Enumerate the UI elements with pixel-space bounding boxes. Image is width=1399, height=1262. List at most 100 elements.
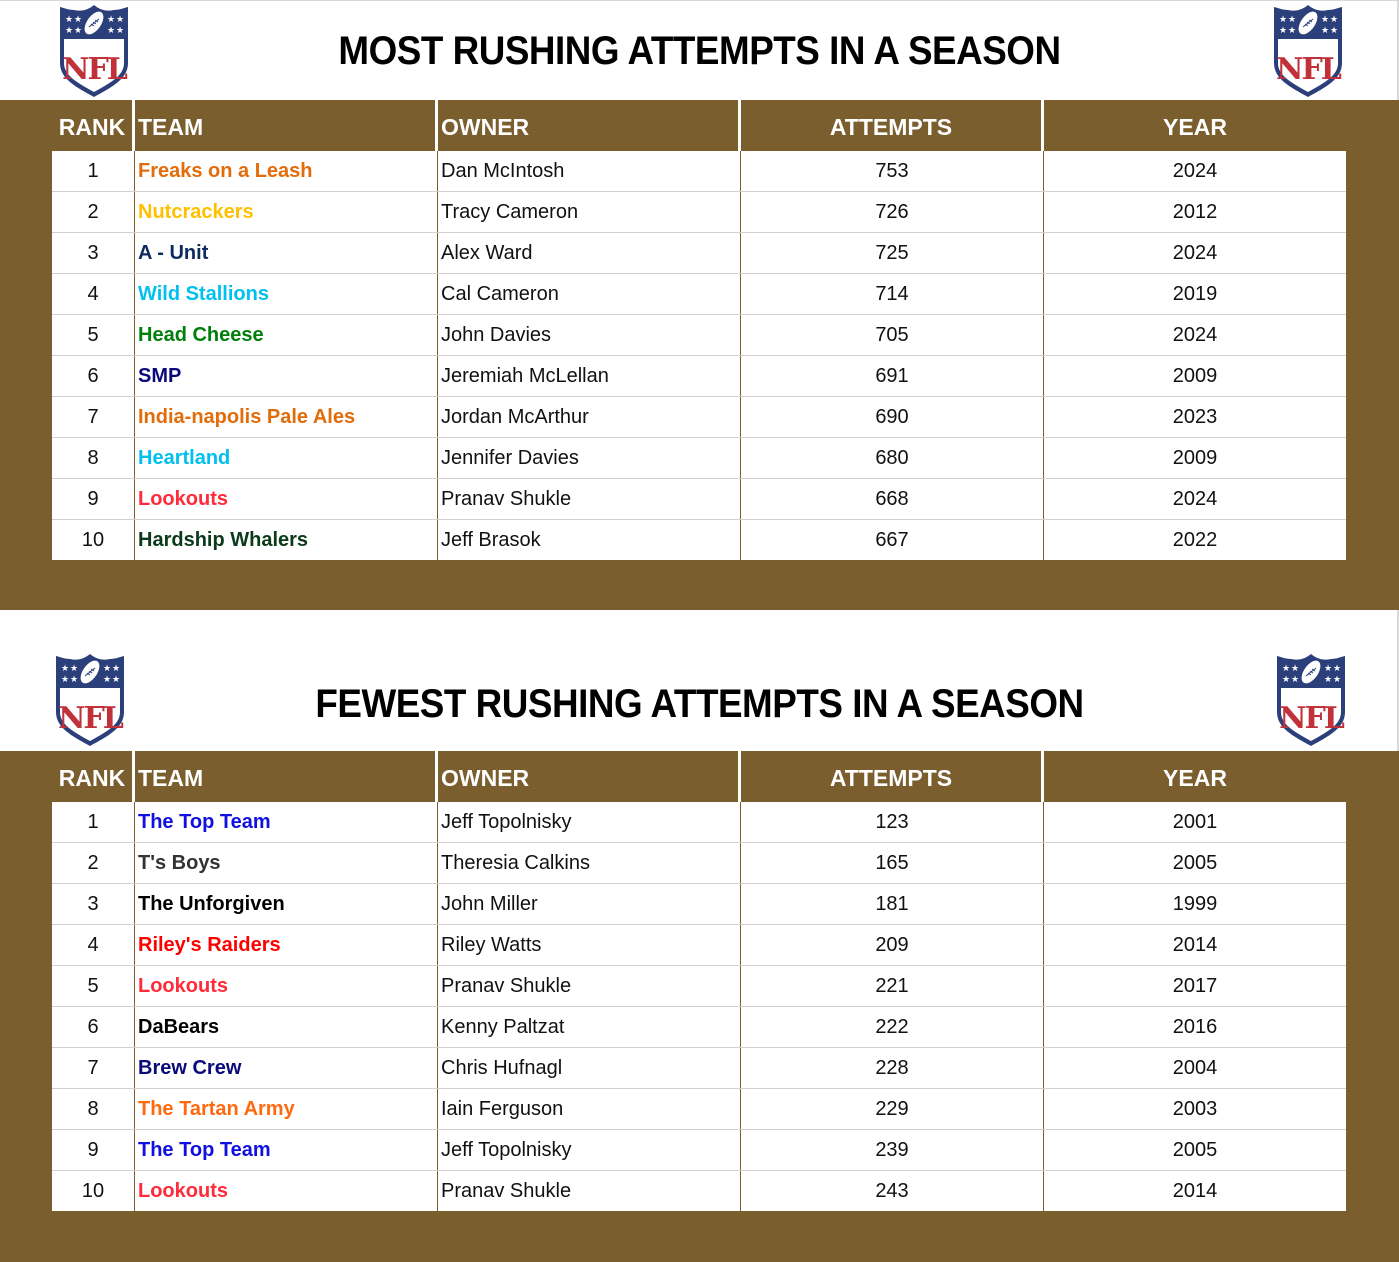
table-body: 1 The Top Team Jeff Topolnisky 123 2001 2 T's … [52,802,1346,1211]
owner-cell: Cal Cameron [438,274,741,314]
attempts-cell: 725 [741,233,1044,273]
page-title: FEWEST RUSHING ATTEMPTS IN A SEASON [315,682,1084,726]
rank-cell: 10 [52,520,135,560]
rank-cell: 10 [52,1171,135,1211]
owner-cell: John Miller [438,884,741,924]
attempts-cell: 209 [741,925,1044,965]
table-row: 1 Freaks on a Leash Dan McIntosh 753 2024 [52,151,1346,192]
table-row: 5 Head Cheese John Davies 705 2024 [52,315,1346,356]
team-cell: Riley's Raiders [135,925,438,965]
attempts-cell: 181 [741,884,1044,924]
attempts-cell: 228 [741,1048,1044,1088]
page-title: MOST RUSHING ATTEMPTS IN A SEASON [338,29,1061,73]
svg-text:★: ★ [1330,26,1338,36]
year-cell: 2014 [1172,934,1218,956]
column-header-attempts: ATTEMPTS [741,100,1044,151]
table-row: 4 Wild Stallions Cal Cameron 714 2019 [52,274,1346,315]
svg-text:★: ★ [1330,15,1338,25]
rank-cell: 1 [52,802,135,842]
team-cell: A - Unit [135,233,438,273]
table-band: RANK TEAM OWNER ATTEMPTS YEAR 1 The Top T… [0,751,1399,1262]
attempts-cell: 714 [741,274,1044,314]
svg-text:NFL: NFL [1279,701,1345,736]
column-header-rank: RANK [52,751,135,802]
svg-text:★: ★ [1324,664,1332,674]
rank-cell: 9 [52,479,135,519]
table-row: 2 T's Boys Theresia Calkins 165 2005 [52,843,1346,884]
svg-text:★: ★ [61,675,69,685]
table-row: 3 The Unforgiven John Miller 181 1999 [52,884,1346,925]
svg-text:★: ★ [116,15,124,25]
attempts-cell: 691 [741,356,1044,396]
table-row: 4 Riley's Raiders Riley Watts 209 2014 [52,925,1346,966]
owner-cell: Tracy Cameron [438,192,741,232]
rank-cell: 5 [52,966,135,1006]
team-cell: India-napolis Pale Ales [135,397,438,437]
rank-cell: 1 [52,151,135,191]
table-body: 1 Freaks on a Leash Dan McIntosh 753 2024 2 Nu… [52,151,1346,560]
team-cell: Lookouts [135,479,438,519]
team-cell: T's Boys [135,843,438,883]
team-cell: Freaks on a Leash [135,151,438,191]
owner-cell: Jeff Topolnisky [438,1130,741,1170]
owner-cell: Dan McIntosh [438,151,741,191]
owner-cell: Pranav Shukle [438,966,741,1006]
team-cell: Lookouts [135,966,438,1006]
column-header-owner: OWNER [438,751,741,802]
attempts-cell: 229 [741,1089,1044,1129]
title-area: ★ ★ ★ ★ ★ ★ ★ ★ NFL FEWEST RUSHING ATTEMPTS … [0,610,1399,751]
nfl-logo-icon: ★ ★ ★ ★ ★ ★ ★ ★ NFL [1273,652,1349,748]
svg-text:★: ★ [107,15,115,25]
team-cell: Brew Crew [135,1048,438,1088]
year-cell: 2019 [1172,283,1218,305]
owner-cell: Pranav Shukle [438,479,741,519]
most-rushing-section: ★ ★ ★ ★ ★ ★ ★ ★ NFL MOST RUSHING ATTEMPTS IN… [0,0,1399,610]
owner-cell: Riley Watts [438,925,741,965]
attempts-cell: 680 [741,438,1044,478]
table-row: 8 Heartland Jennifer Davies 680 2009 [52,438,1346,479]
title-area: ★ ★ ★ ★ ★ ★ ★ ★ NFL MOST RUSHING ATTEMPTS IN… [0,0,1399,100]
team-cell: Wild Stallions [135,274,438,314]
svg-text:★: ★ [1279,26,1287,36]
year-cell: 2024 [1172,488,1218,510]
year-cell: 2009 [1172,447,1218,469]
svg-text:★: ★ [1324,675,1332,685]
column-header-team: TEAM [135,751,438,802]
team-cell: The Unforgiven [135,884,438,924]
rank-cell: 7 [52,397,135,437]
column-header-team: TEAM [135,100,438,151]
svg-text:★: ★ [112,675,120,685]
rank-cell: 6 [52,1007,135,1047]
year-cell: 2005 [1172,852,1218,874]
attempts-cell: 123 [741,802,1044,842]
team-cell: The Tartan Army [135,1089,438,1129]
attempts-cell: 753 [741,151,1044,191]
table-row: 2 Nutcrackers Tracy Cameron 726 2012 [52,192,1346,233]
records-table: RANK TEAM OWNER ATTEMPTS YEAR 1 The Top T… [52,751,1346,1211]
team-cell: DaBears [135,1007,438,1047]
svg-text:★: ★ [61,664,69,674]
owner-cell: Kenny Paltzat [438,1007,741,1047]
svg-text:★: ★ [74,26,82,36]
svg-text:NFL: NFL [1276,52,1342,87]
rank-cell: 7 [52,1048,135,1088]
table-header: RANK TEAM OWNER ATTEMPTS YEAR [52,100,1346,151]
svg-text:★: ★ [107,26,115,36]
owner-cell: Jeff Brasok [438,520,741,560]
team-cell: SMP [135,356,438,396]
table-row: 7 Brew Crew Chris Hufnagl 228 2004 [52,1048,1346,1089]
rank-cell: 3 [52,233,135,273]
svg-text:★: ★ [1333,675,1341,685]
year-cell: 2023 [1172,406,1218,428]
year-cell: 2004 [1172,1057,1218,1079]
attempts-cell: 222 [741,1007,1044,1047]
attempts-cell: 243 [741,1171,1044,1211]
svg-text:★: ★ [1291,664,1299,674]
year-cell: 2003 [1172,1098,1218,1120]
column-header-rank: RANK [52,100,135,151]
rank-cell: 4 [52,925,135,965]
year-cell: 2022 [1172,529,1218,551]
owner-cell: Pranav Shukle [438,1171,741,1211]
svg-text:★: ★ [1321,15,1329,25]
nfl-logo-icon: ★ ★ ★ ★ ★ ★ ★ ★ NFL [52,652,128,748]
